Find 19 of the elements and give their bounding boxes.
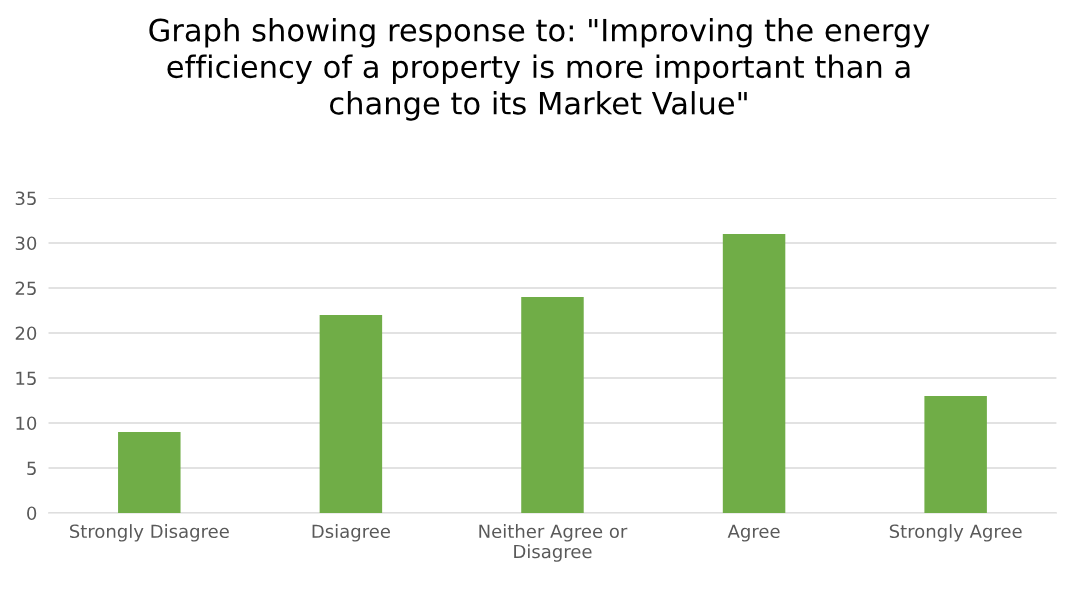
chart-title: Graph showing response to: "Improving the energy efficiency of a property is more important than a change to its Market Value" — [149, 18, 930, 121]
y-tick-label: 10 — [16, 416, 37, 431]
x-tick-label: Strongly Disagree — [69, 524, 229, 542]
y-tick-label: 5 — [27, 461, 36, 476]
x-tick-label: Agree — [727, 524, 780, 542]
y-tick-label: 0 — [27, 506, 37, 521]
y-tick-label: 25 — [15, 281, 36, 296]
y-tick-label: 20 — [15, 326, 37, 341]
x-tick-label: Strongly Agree — [889, 524, 1022, 542]
bar — [924, 396, 987, 513]
y-tick-label: 30 — [15, 236, 37, 251]
y-tick-label: 15 — [16, 371, 36, 386]
x-tick-label: Dsiagree — [312, 524, 390, 542]
y-tick-label: 35 — [15, 191, 36, 206]
bar — [319, 315, 383, 513]
bar — [722, 234, 786, 513]
bar — [521, 297, 584, 513]
bar — [118, 432, 181, 513]
x-tick-label: Neither Agree or Disagree — [479, 524, 628, 562]
